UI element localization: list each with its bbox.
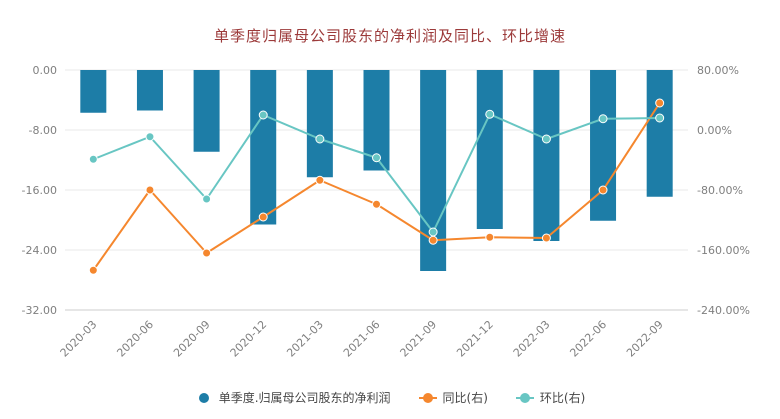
legend: 单季度.归属母公司股东的净利润 同比(右) 环比(右): [0, 389, 780, 406]
legend-line-marker-icon: [515, 392, 534, 403]
x-axis-tick: 2021-12: [454, 318, 496, 360]
legend-item-line1[interactable]: 同比(右): [418, 389, 488, 406]
data-point-环比(右)-2020-06[interactable]: [145, 132, 155, 142]
x-axis-tick: 2020-06: [114, 318, 156, 360]
bar-2020-09[interactable]: [193, 70, 220, 152]
left-axis-tick: -32.00: [22, 304, 57, 317]
right-axis-tick: 0.00%: [697, 124, 732, 137]
x-axis-tick: 2022-06: [567, 318, 609, 360]
data-point-环比(右)-2022-03[interactable]: [541, 134, 551, 144]
x-axis-tick: 2020-12: [228, 318, 270, 360]
x-axis-tick: 2021-06: [341, 318, 383, 360]
data-point-环比(右)-2021-06[interactable]: [372, 153, 381, 163]
data-point-同比(右)-2022-03[interactable]: [541, 233, 551, 243]
bar-2022-06[interactable]: [590, 70, 617, 221]
left-axis-tick: -24.00: [22, 244, 57, 257]
data-point-环比(右)-2021-12[interactable]: [485, 109, 495, 119]
legend-label: 环比(右): [539, 391, 586, 405]
data-point-环比(右)-2021-09[interactable]: [428, 227, 438, 237]
bar-2022-09[interactable]: [646, 70, 673, 197]
bar-2021-12[interactable]: [476, 70, 503, 229]
left-axis-tick: 0.00: [33, 64, 58, 77]
bar-2020-03[interactable]: [80, 70, 107, 113]
right-axis-tick: -80.00%: [697, 184, 743, 197]
x-axis-tick: 2020-03: [58, 318, 100, 360]
legend-line-marker-icon: [418, 392, 437, 403]
legend-label: 同比(右): [442, 391, 488, 405]
data-point-同比(右)-2022-06[interactable]: [598, 185, 608, 195]
legend-bar-marker-icon: [195, 392, 213, 403]
data-point-同比(右)-2021-03[interactable]: [315, 175, 325, 185]
data-point-环比(右)-2020-12[interactable]: [258, 110, 268, 120]
left-axis-tick: -8.00: [29, 124, 57, 137]
legend-item-bar[interactable]: 单季度.归属母公司股东的净利润: [195, 389, 391, 406]
x-axis-tick: 2021-09: [398, 318, 440, 360]
bar-2020-06[interactable]: [136, 70, 163, 111]
data-point-同比(右)-2021-06[interactable]: [372, 199, 381, 209]
data-point-环比(右)-2022-09[interactable]: [655, 113, 665, 123]
data-point-同比(右)-2021-12[interactable]: [485, 232, 495, 242]
bar-2021-03[interactable]: [306, 70, 333, 178]
x-axis-tick: 2022-09: [624, 318, 666, 360]
data-point-同比(右)-2020-06[interactable]: [145, 185, 155, 195]
data-point-同比(右)-2020-03[interactable]: [88, 265, 98, 275]
x-axis-tick: 2020-09: [171, 318, 213, 360]
data-point-同比(右)-2020-09[interactable]: [202, 248, 212, 258]
data-point-环比(右)-2020-09[interactable]: [202, 194, 212, 204]
bar-2020-12[interactable]: [250, 70, 277, 225]
legend-item-line2[interactable]: 环比(右): [515, 389, 586, 406]
chart-title: 单季度归属母公司股东的净利润及同比、环比增速: [213, 27, 566, 45]
x-axis-tick: 2021-03: [284, 318, 326, 360]
data-point-环比(右)-2022-06[interactable]: [598, 114, 608, 124]
data-point-环比(右)-2021-03[interactable]: [315, 134, 325, 144]
right-axis-tick: -240.00%: [697, 304, 750, 317]
bar-2022-03[interactable]: [533, 70, 560, 241]
data-point-同比(右)-2021-09[interactable]: [428, 235, 438, 245]
right-axis-tick: 80.00%: [697, 64, 739, 77]
legend-label: 单季度.归属母公司股东的净利润: [218, 391, 391, 405]
left-axis-tick: -16.00: [22, 184, 57, 197]
data-point-同比(右)-2022-09[interactable]: [655, 98, 665, 108]
data-point-环比(右)-2020-03[interactable]: [88, 154, 98, 164]
right-axis-tick: -160.00%: [697, 244, 750, 257]
data-point-同比(右)-2020-12[interactable]: [258, 212, 268, 222]
x-axis-tick: 2022-03: [511, 318, 553, 360]
